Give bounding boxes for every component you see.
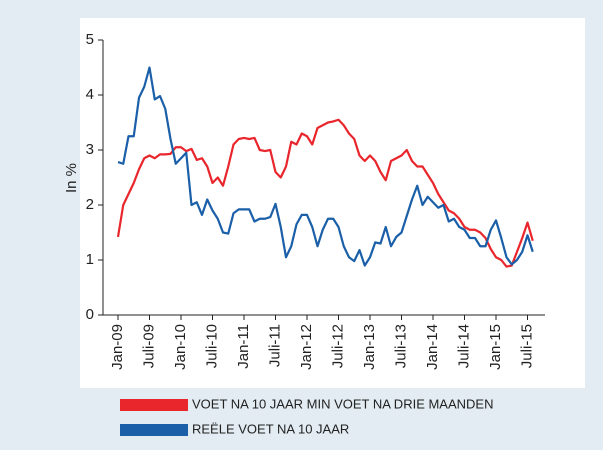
x-tick-label: Jan-15 bbox=[487, 324, 504, 370]
x-tick-label: Jan-12 bbox=[298, 324, 315, 370]
x-tick-label: Juli-14 bbox=[455, 324, 472, 368]
plot-panel bbox=[80, 18, 585, 388]
x-tick-label: Juli-11 bbox=[266, 324, 283, 367]
y-tick-label: 5 bbox=[86, 31, 94, 48]
y-tick-label: 1 bbox=[86, 251, 94, 268]
x-tick-label: Jan-10 bbox=[172, 324, 189, 370]
series-line bbox=[117, 66, 534, 267]
y-axis-label: In % bbox=[63, 163, 80, 193]
series-line bbox=[116, 118, 534, 268]
y-tick-label: 2 bbox=[86, 196, 94, 213]
y-tick-label: 0 bbox=[86, 306, 94, 323]
x-tick-label: Juli-15 bbox=[518, 324, 535, 368]
x-tick-label: Jan-13 bbox=[361, 324, 378, 370]
legend-label: REËLE VOET NA 10 JAAR bbox=[192, 421, 349, 436]
x-tick-label: Jan-14 bbox=[424, 324, 441, 370]
y-tick-label: 3 bbox=[86, 141, 94, 158]
x-tick-label: Juli-13 bbox=[392, 324, 409, 368]
x-tick-label: Jan-09 bbox=[109, 324, 126, 370]
legend-swatch bbox=[120, 399, 188, 411]
y-tick-label: 4 bbox=[86, 86, 94, 103]
x-tick-label: Jan-11 bbox=[235, 324, 252, 369]
x-tick-label: Juli-12 bbox=[329, 324, 346, 368]
legend-swatch bbox=[120, 424, 188, 436]
x-tick-label: Juli-10 bbox=[203, 324, 220, 368]
legend-label: VOET NA 10 JAAR MIN VOET NA DRIE MAANDEN bbox=[192, 396, 493, 411]
x-tick-label: Juli-09 bbox=[140, 324, 157, 368]
